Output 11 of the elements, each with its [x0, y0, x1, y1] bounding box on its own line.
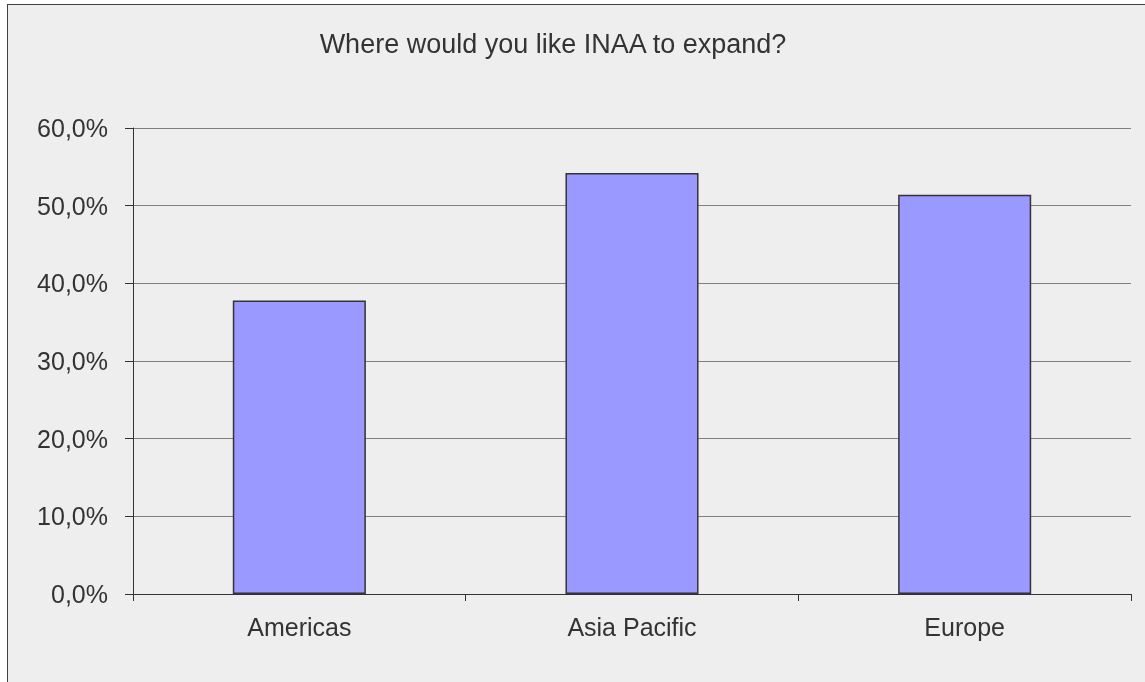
y-tick-label: 0,0% — [51, 580, 108, 608]
chart-title: Where would you like INAA to expand? — [319, 28, 787, 59]
y-tick-label: 20,0% — [37, 424, 108, 453]
x-tick-label: Asia Pacific — [567, 612, 697, 641]
y-tick-label: 40,0% — [37, 269, 108, 298]
y-tick-label: 30,0% — [37, 347, 108, 375]
y-tick-label: 60,0% — [37, 114, 108, 142]
y-tick-label: 10,0% — [37, 502, 108, 531]
x-tick-label: Europe — [924, 612, 1005, 641]
y-tick-label: 50,0% — [37, 191, 108, 220]
x-tick-label: Americas — [247, 612, 352, 641]
